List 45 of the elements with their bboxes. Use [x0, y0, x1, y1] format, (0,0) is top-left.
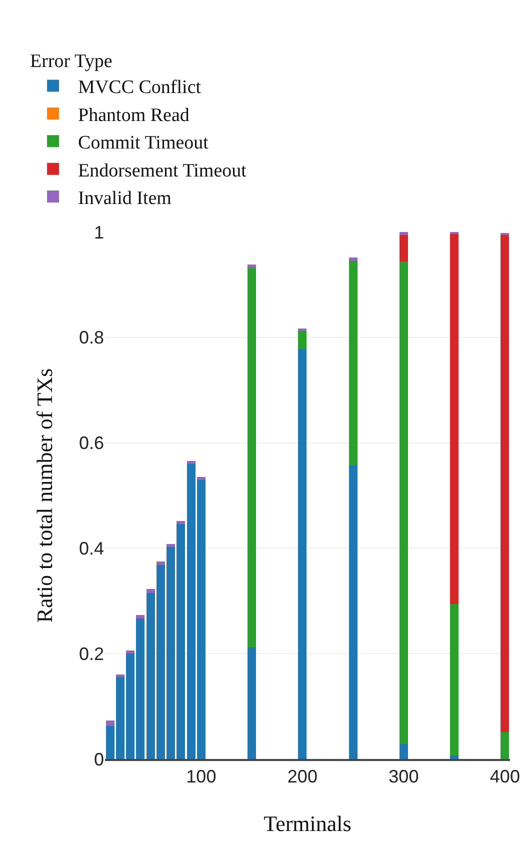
bar: [156, 561, 165, 566]
bar: [248, 647, 256, 759]
bar: [399, 235, 408, 262]
bar: [298, 331, 307, 349]
bar: [450, 755, 459, 759]
bar: [399, 744, 408, 759]
bar: [106, 720, 114, 726]
bar: [348, 464, 358, 759]
y-tick-label: 0.2: [78, 644, 104, 664]
x-axis-title: Terminals: [264, 811, 352, 836]
legend-label: Commit Timeout: [78, 132, 210, 154]
legend-title: Error Type: [30, 50, 112, 72]
legend-label: Endorsement Timeout: [78, 160, 248, 182]
bar: [196, 477, 206, 480]
x-tick-label: 400: [490, 766, 520, 787]
y-tick-label: 0: [94, 749, 104, 770]
bar: [450, 604, 459, 756]
y-tick-label: 0.8: [78, 328, 104, 348]
bar: [176, 520, 186, 524]
bar: [248, 264, 256, 268]
y-tick-label: 0.4: [78, 538, 104, 558]
bar: [500, 234, 510, 732]
y-tick-label: 0.6: [78, 433, 104, 454]
y-axis-title: Ratio to total number of TXs: [32, 368, 57, 623]
legend-label: MVCC Conflict: [78, 77, 202, 98]
bar: [399, 232, 408, 236]
y-tick-label: 1: [94, 222, 104, 242]
legend-label: Invalid Item: [78, 188, 172, 209]
x-tick-label: 300: [388, 766, 419, 787]
bar: [146, 588, 155, 593]
bar: [348, 260, 358, 465]
x-tick-label: 100: [186, 766, 216, 787]
bar: [450, 234, 459, 604]
legend-label: Phantom Read: [78, 104, 190, 126]
bar: [348, 257, 358, 260]
bar: [166, 544, 176, 548]
bar: [186, 461, 196, 464]
bar: [399, 262, 408, 744]
bar: [500, 732, 510, 759]
bar: [136, 615, 145, 618]
bar: [298, 348, 307, 759]
bar: [248, 267, 256, 648]
bar: [126, 650, 135, 654]
bar: [298, 328, 307, 332]
x-tick-label: 200: [287, 766, 318, 787]
